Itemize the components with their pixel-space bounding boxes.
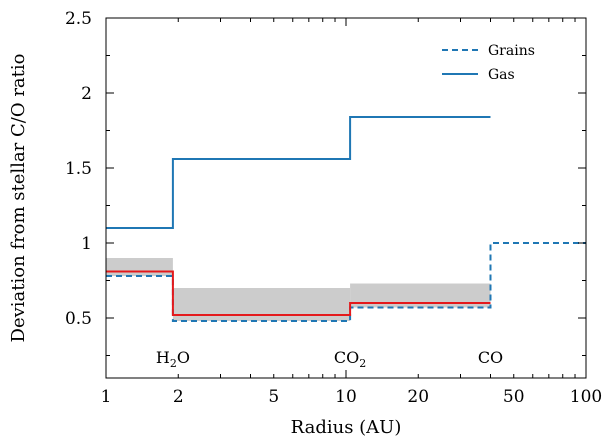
legend: Grains Gas bbox=[442, 43, 535, 83]
bands-layer bbox=[106, 258, 491, 321]
uncertainty-band bbox=[106, 258, 173, 276]
x-tick-label: 1 bbox=[101, 387, 112, 407]
x-tick-label: 100 bbox=[570, 387, 602, 407]
legend-label-gas: Gas bbox=[488, 67, 515, 83]
y-axis-title: Deviation from stellar C/O ratio bbox=[8, 54, 29, 343]
series-line-gas bbox=[106, 116, 491, 229]
x-axis-title: Radius (AU) bbox=[291, 417, 402, 438]
legend-label-grains: Grains bbox=[488, 43, 535, 59]
y-tick-label: 2 bbox=[81, 84, 92, 104]
series-layer bbox=[106, 116, 586, 322]
ice-line-label: H2O bbox=[156, 348, 190, 370]
x-tick-label: 10 bbox=[335, 387, 357, 407]
uncertainty-band bbox=[172, 288, 351, 321]
series-line-3 bbox=[106, 270, 491, 316]
ice-line-label: CO bbox=[478, 348, 503, 367]
y-tick-label: 1 bbox=[81, 234, 92, 254]
x-tick-label: 2 bbox=[173, 387, 184, 407]
ice-line-label: CO2 bbox=[334, 348, 366, 370]
y-tick-label: 1.5 bbox=[65, 159, 92, 179]
x-tick-label: 5 bbox=[268, 387, 279, 407]
y-tick-label: 2.5 bbox=[65, 9, 92, 29]
annotations-layer: H2O CO2 CO bbox=[156, 348, 503, 370]
x-tick-label: 50 bbox=[503, 387, 525, 407]
ticks-layer: 1 2 5 10 20 50 100 0.5 1 1.5 2 2.5 bbox=[65, 9, 602, 407]
y-tick-label: 0.5 bbox=[65, 309, 92, 329]
x-tick-label: 20 bbox=[407, 387, 429, 407]
